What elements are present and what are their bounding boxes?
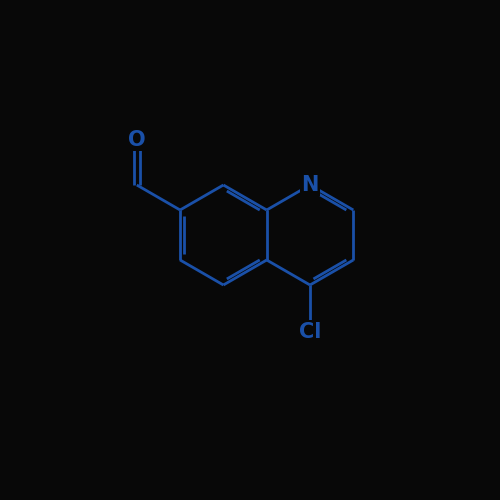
Text: O: O — [128, 130, 146, 150]
Text: N: N — [302, 175, 318, 195]
Text: Cl: Cl — [299, 322, 321, 342]
